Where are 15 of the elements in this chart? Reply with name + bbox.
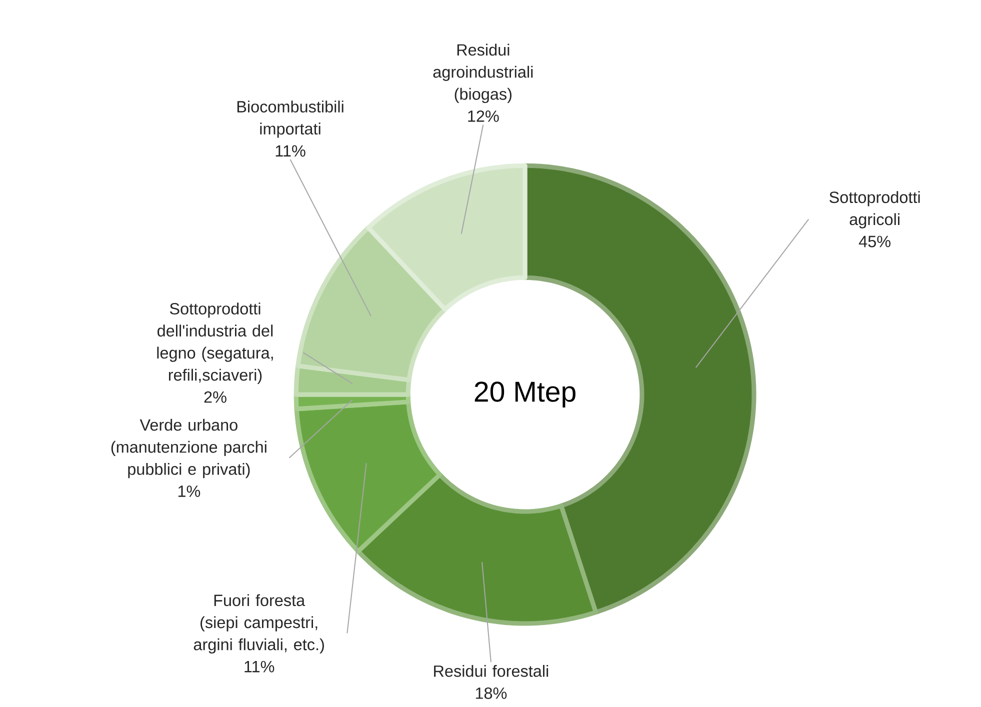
data-label: 11% [276, 145, 306, 156]
data-label: 2% [204, 391, 226, 403]
data-label: 1% [178, 485, 200, 497]
slice-label: Verde urbano (manutenzione parchi pubblici e privati) [111, 418, 266, 478]
data-label: 45% [858, 236, 890, 248]
slice-label: Sottoprodotti agricoli [830, 191, 920, 228]
data-label: 11% [244, 660, 274, 672]
data-label: 12% [468, 110, 499, 122]
data-label: 18% [476, 687, 507, 699]
slice-label: Sottoprodotti dell'industria del legno (segatura, refili,sciaveri) [157, 302, 273, 384]
slice-label: Residui agroindustriali (biogas) [433, 44, 533, 103]
slice-label: Fuori foresta (siepi campestri, argini fluviali, etc.) [194, 594, 324, 654]
slice-label: Biocombustibili importati [237, 100, 344, 138]
text: 20 Mtep [474, 381, 576, 408]
slice-label: Residui forestali [434, 664, 548, 677]
